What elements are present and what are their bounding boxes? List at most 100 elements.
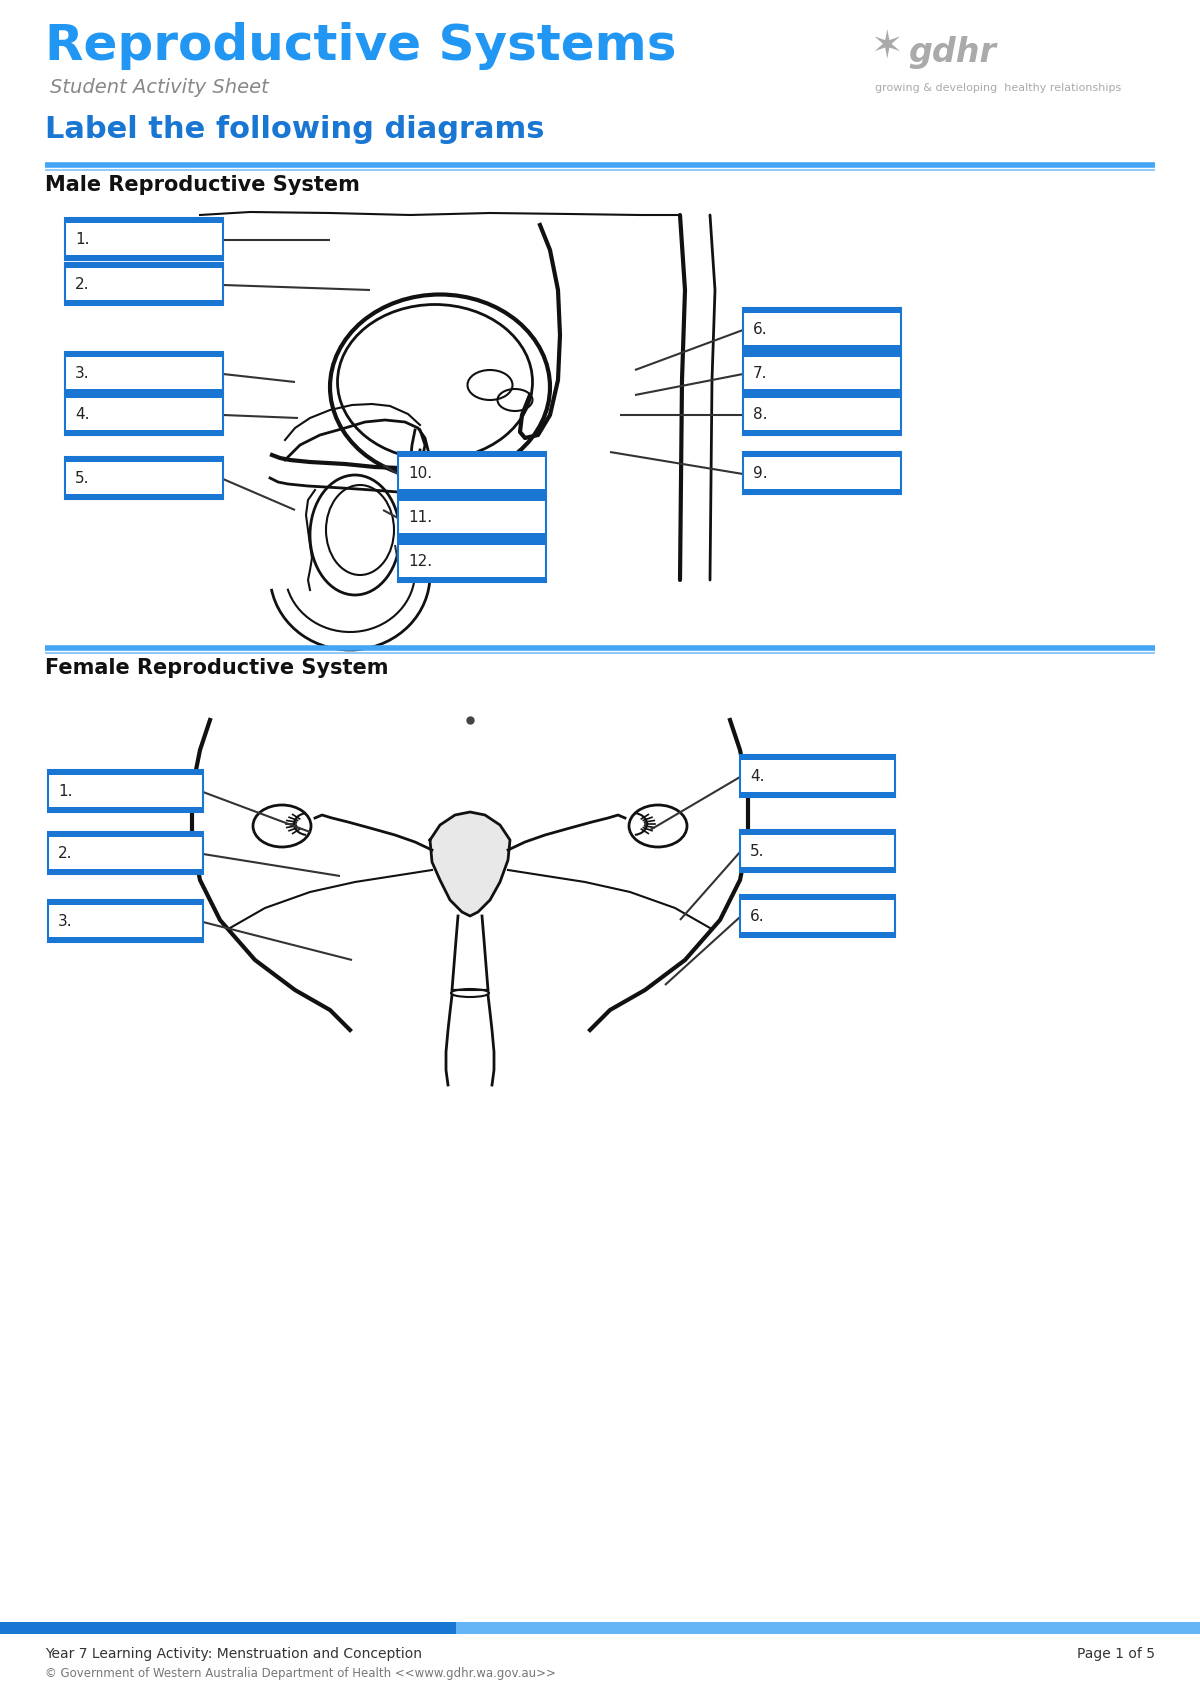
Bar [743,307,901,350]
Bar [740,756,895,796]
Bar [398,540,546,545]
Text: gdhr: gdhr [908,36,996,70]
Text: © Government of Western Australia Department of Health <<www.gdhr.wa.gov.au>>: © Government of Western Australia Depart… [46,1667,556,1679]
Bar [65,255,223,260]
Text: ✶: ✶ [870,27,902,66]
Bar [65,399,223,402]
Bar [398,577,546,582]
Bar [65,263,223,268]
Text: Label the following diagrams: Label the following diagrams [46,115,545,144]
Text: 6.: 6. [750,908,764,924]
Text: 6.: 6. [754,321,768,336]
Text: 2.: 2. [58,846,72,861]
Bar [398,501,546,504]
Bar [65,457,223,499]
Bar [743,457,901,460]
Bar [740,863,895,866]
Text: Year 7 Learning Activity: Menstruation and Conception: Year 7 Learning Activity: Menstruation a… [46,1647,422,1661]
Bar [65,358,223,360]
Bar [740,895,895,900]
Text: Student Activity Sheet: Student Activity Sheet [50,78,269,97]
Bar [65,299,223,306]
Text: 4.: 4. [750,769,764,783]
Bar [743,341,901,345]
Polygon shape [430,812,510,915]
Bar [65,351,223,358]
Bar [743,489,901,494]
Text: 2.: 2. [74,277,90,292]
Bar [740,900,895,903]
Text: 9.: 9. [754,465,768,481]
Text: 1.: 1. [58,783,72,798]
Bar [740,761,895,764]
Text: 10.: 10. [408,465,432,481]
Text: 8.: 8. [754,406,768,421]
Bar [65,217,223,224]
Text: Male Reproductive System: Male Reproductive System [46,175,360,195]
Bar [48,807,203,812]
Bar [48,832,203,874]
Bar [398,496,546,501]
Bar [48,866,203,869]
Bar [398,457,546,460]
Text: 3.: 3. [74,365,90,380]
Bar [65,457,223,462]
Bar [48,900,203,942]
Bar [398,540,546,582]
Bar [0,1622,456,1633]
Bar [65,389,223,394]
Bar [65,392,223,399]
Text: 5.: 5. [750,844,764,859]
Bar [48,776,203,779]
Bar [743,345,901,350]
Bar [48,803,203,807]
Text: 3.: 3. [58,914,73,929]
Bar [740,756,895,761]
Bar [743,399,901,402]
Bar [398,486,546,489]
Bar [740,895,895,937]
Text: growing & developing  healthy relationships: growing & developing healthy relationshi… [875,83,1121,93]
Bar [740,835,895,839]
Bar [743,452,901,494]
Bar [743,385,901,389]
Bar [48,769,203,776]
Text: 4.: 4. [74,406,90,421]
Bar [48,937,203,942]
Bar [65,251,223,255]
Bar [743,426,901,430]
Bar [398,489,546,494]
Bar [743,351,901,358]
Bar [398,452,546,494]
Text: 11.: 11. [408,509,432,525]
Bar [743,314,901,318]
Bar [398,545,546,548]
Bar [743,486,901,489]
Bar [743,389,901,394]
Bar [65,430,223,435]
Bar [48,832,203,837]
Bar [65,295,223,299]
Bar [398,574,546,577]
Bar [65,385,223,389]
Bar [65,494,223,499]
Text: Reproductive Systems: Reproductive Systems [46,22,677,70]
Bar [743,392,901,399]
Bar [65,263,223,306]
Bar [65,426,223,430]
Bar [743,307,901,314]
Bar [743,430,901,435]
Text: 1.: 1. [74,231,90,246]
Bar [740,830,895,835]
Text: 12.: 12. [408,554,432,569]
Bar [65,462,223,465]
Bar [740,929,895,932]
Bar [398,496,546,538]
Bar [743,351,901,394]
Bar [398,530,546,533]
Bar [48,769,203,812]
Bar [740,788,895,791]
Bar [48,934,203,937]
Bar [740,791,895,796]
Bar [48,869,203,874]
